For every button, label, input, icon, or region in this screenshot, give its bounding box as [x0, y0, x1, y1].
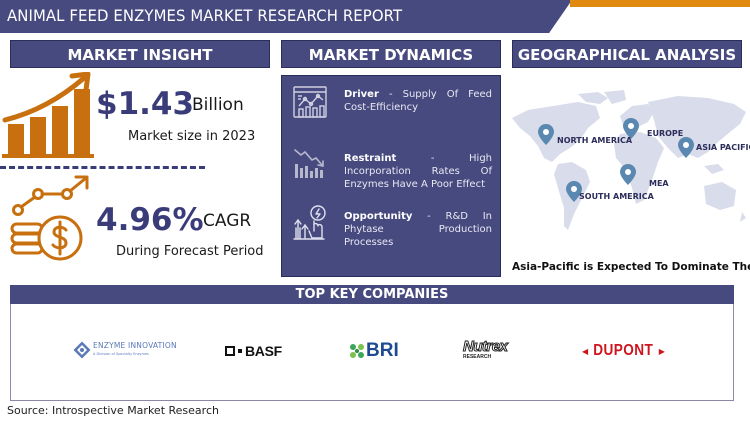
cagr-caption: During Forecast Period: [116, 244, 264, 259]
declining-chart-icon: [294, 149, 324, 178]
logo-bri: BRI: [349, 340, 399, 362]
growth-chart-icon: [2, 72, 94, 158]
report-title: ANIMAL FEED ENZYMES MARKET RESEARCH REPO…: [7, 6, 403, 25]
region-asia-pacific: ASIA PACIFIC: [696, 143, 750, 152]
market-size-caption: Market size in 2023: [128, 129, 256, 144]
driver-label: Driver: [344, 89, 379, 100]
region-mea: MEA: [649, 179, 669, 188]
logo-basf: BASF: [225, 343, 282, 359]
key-companies-header: TOP KEY COMPANIES: [10, 285, 734, 304]
opportunity-text: R&D In Phytase Production Processes: [344, 211, 492, 248]
bri-leaf-icon: [350, 344, 364, 358]
opportunity-hand-icon: [293, 205, 326, 240]
opportunity-label: Opportunity: [344, 211, 413, 222]
restraint-item: Restraint - High Incorporation Rates Of …: [292, 146, 492, 191]
driver-text: Supply Of Feed Cost-Efficiency: [344, 89, 492, 113]
cagr-unit: CAGR: [203, 211, 252, 231]
logo-nutrex: Nutrex RESEARCH: [463, 338, 509, 360]
logo-enzyme-innovation: ENZYME INNOVATION A Division of Specialt…: [73, 341, 177, 359]
logo-dupont: ◀ DUPONT ▶: [582, 342, 665, 359]
coins-growth-icon: [10, 175, 89, 261]
cagr-value: 4.96%: [96, 202, 204, 238]
geographical-analysis-header: GEOGRAPHICAL ANALYSIS: [512, 40, 742, 68]
geo-caption: Asia-Pacific is Expected To Dominate The…: [512, 261, 750, 273]
driver-item: Driver - Supply Of Feed Cost-Efficiency: [292, 84, 492, 122]
analytics-dashboard-icon: [293, 86, 327, 118]
market-insight-header: MARKET INSIGHT: [10, 40, 270, 68]
region-north-america: NORTH AMERICA: [557, 136, 633, 145]
restraint-label: Restraint: [344, 153, 397, 164]
market-dynamics-header: MARKET DYNAMICS: [281, 40, 501, 68]
market-size-value: $1.43: [96, 86, 195, 122]
market-size-unit: Billion: [192, 95, 244, 115]
source-note: Source: Introspective Market Research: [7, 404, 219, 417]
region-south-america: SOUTH AMERICA: [579, 192, 654, 201]
world-map: [512, 90, 746, 230]
title-band: [0, 0, 572, 33]
divider: [0, 166, 205, 169]
enzyme-diamond-icon: [73, 341, 91, 359]
market-dynamics-panel: Driver - Supply Of Feed Cost-Efficiency …: [281, 75, 501, 277]
region-europe: EUROPE: [647, 129, 684, 138]
opportunity-item: Opportunity - R&D In Phytase Production …: [292, 204, 492, 249]
key-companies-panel: [10, 285, 734, 401]
restraint-text: High Incorporation Rates Of Enzymes Have…: [344, 153, 492, 190]
accent-band: [570, 0, 750, 7]
